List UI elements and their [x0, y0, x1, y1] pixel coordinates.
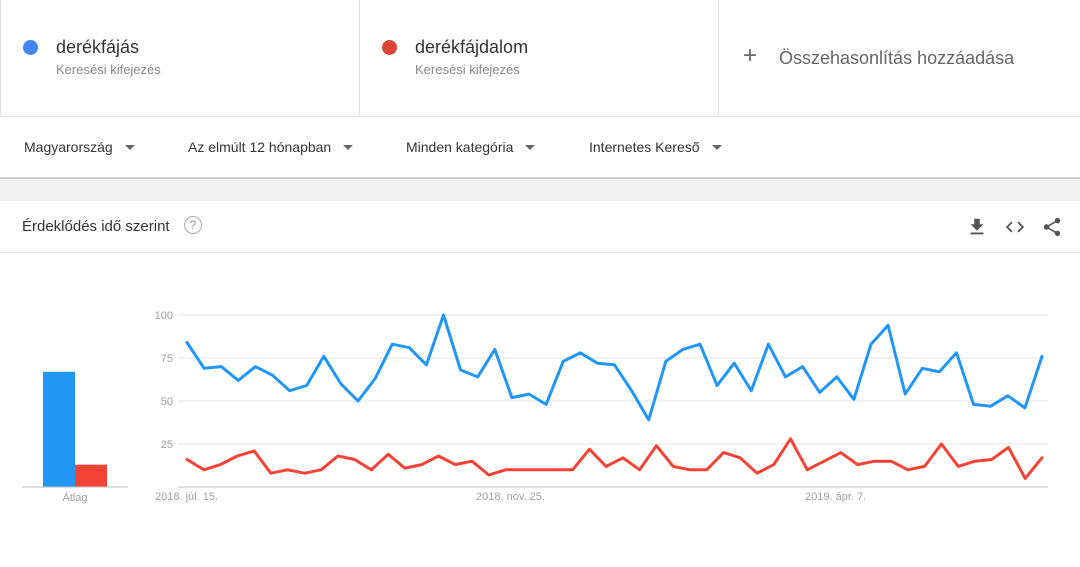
section-gap — [0, 180, 1080, 201]
x-tick-label: 2018. júl. 15. — [155, 491, 218, 503]
region-dropdown[interactable]: Magyarország — [24, 139, 135, 155]
average-bar-chart: Átlag — [22, 371, 128, 504]
average-label: Átlag — [62, 491, 87, 504]
x-tick-label: 2018. nov. 25. — [476, 491, 545, 503]
term-1-name[interactable]: derékfájás — [56, 37, 140, 57]
time-range-dropdown[interactable]: Az elmúlt 12 hónapban — [188, 139, 354, 155]
help-icon[interactable]: ? — [184, 216, 202, 234]
region-value: Magyarország — [24, 139, 113, 155]
caret-down-icon — [124, 144, 135, 150]
y-tick-label: 25 — [161, 439, 173, 451]
time-range-value: Az elmúlt 12 hónapban — [188, 139, 332, 155]
y-tick-label: 100 — [155, 310, 173, 322]
term-1-color-dot — [23, 40, 38, 55]
term-2-name[interactable]: derékfájdalom — [415, 37, 529, 57]
add-comparison-button[interactable]: + Összehasonlítás hozzáadása — [718, 0, 1078, 117]
series-line-2[interactable] — [185, 437, 1044, 480]
series-line-1[interactable] — [185, 313, 1044, 422]
card-title: Érdeklődés idő szerint — [22, 218, 170, 235]
card-header: Érdeklődés idő szerint ? — [0, 201, 1080, 253]
average-bar-2[interactable] — [75, 464, 107, 487]
caret-down-icon — [711, 144, 722, 150]
chart-series — [185, 313, 1044, 480]
download-icon[interactable] — [966, 216, 988, 238]
term-2-color-dot — [382, 40, 397, 55]
search-terms-bar: derékfájás Keresési kifejezés derékfájda… — [0, 0, 1080, 117]
search-type-dropdown[interactable]: Internetes Kereső — [589, 139, 722, 155]
add-comparison-label: Összehasonlítás hozzáadása — [779, 48, 1015, 68]
term-card-2[interactable]: derékfájdalom Keresési kifejezés — [359, 0, 719, 117]
embed-icon[interactable] — [1004, 216, 1026, 238]
plus-icon: + — [743, 42, 758, 69]
share-icon[interactable] — [1041, 216, 1063, 238]
category-value: Minden kategória — [406, 139, 514, 155]
x-tick-label: 2019. ápr. 7. — [805, 491, 866, 503]
search-type-value: Internetes Kereső — [589, 139, 700, 155]
term-card-1[interactable]: derékfájás Keresési kifejezés — [0, 0, 360, 117]
interest-over-time-card: Érdeklődés idő szerint ? Átlag 25 50 75 100… — [0, 201, 1080, 567]
y-tick-label: 75 — [161, 353, 173, 365]
category-dropdown[interactable]: Minden kategória — [406, 139, 536, 155]
caret-down-icon — [525, 144, 536, 150]
term-1-type: Keresési kifejezés — [56, 62, 161, 77]
caret-down-icon — [343, 144, 354, 150]
term-2-type: Keresési kifejezés — [415, 62, 520, 77]
y-tick-label: 50 — [161, 396, 173, 408]
x-axis-labels: 2018. júl. 15. 2018. nov. 25. 2019. ápr. 7… — [155, 491, 866, 503]
interest-chart: Átlag 25 50 75 100 2018. júl. 15. 2018. nov.… — [22, 310, 1048, 504]
average-bar-1[interactable] — [43, 371, 75, 487]
filter-bar: Magyarország Az elmúlt 12 hónapban Minde… — [0, 117, 1080, 179]
